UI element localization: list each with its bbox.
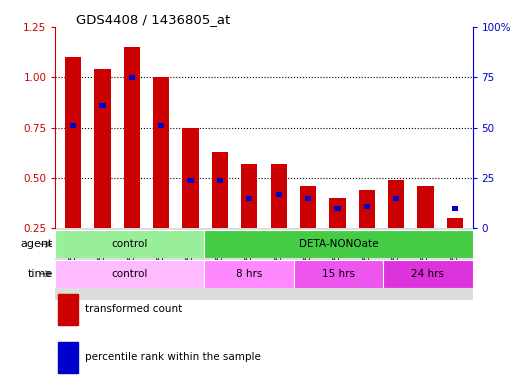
Bar <box>183 127 199 228</box>
Text: agent: agent <box>21 239 53 249</box>
Bar <box>388 180 404 228</box>
Bar <box>187 177 194 183</box>
Bar <box>129 75 135 80</box>
Bar <box>271 164 287 228</box>
Text: 8 hrs: 8 hrs <box>236 269 262 279</box>
Bar <box>58 342 78 373</box>
Bar <box>305 196 311 201</box>
Bar <box>153 77 169 228</box>
Bar <box>294 260 383 288</box>
Bar <box>418 186 433 228</box>
Text: GDS4408 / 1436805_at: GDS4408 / 1436805_at <box>76 13 231 26</box>
Bar <box>364 204 370 209</box>
Bar <box>124 47 140 228</box>
Bar <box>65 57 81 228</box>
Text: 24 hrs: 24 hrs <box>411 269 445 279</box>
Bar <box>55 260 204 288</box>
Bar <box>99 103 106 108</box>
Text: transformed count: transformed count <box>84 304 182 314</box>
Bar <box>300 186 316 228</box>
Bar <box>55 230 204 258</box>
Bar <box>204 260 294 288</box>
Bar <box>334 206 341 211</box>
Text: control: control <box>112 269 148 279</box>
Bar <box>158 123 164 128</box>
Text: DETA-NONOate: DETA-NONOate <box>299 239 378 249</box>
Bar <box>393 196 399 201</box>
Bar <box>329 198 345 228</box>
Bar <box>276 192 282 197</box>
Bar <box>95 69 110 228</box>
Text: 15 hrs: 15 hrs <box>322 269 355 279</box>
Bar <box>70 123 76 128</box>
Bar <box>359 190 375 228</box>
Bar <box>212 152 228 228</box>
Text: percentile rank within the sample: percentile rank within the sample <box>84 352 260 362</box>
Bar <box>246 196 252 201</box>
Text: control: control <box>112 239 148 249</box>
Bar <box>241 164 257 228</box>
Bar <box>383 260 473 288</box>
Bar <box>447 218 463 228</box>
Text: time: time <box>27 269 53 279</box>
Bar <box>452 206 458 211</box>
Bar <box>58 294 78 325</box>
Bar <box>217 177 223 183</box>
Bar <box>204 230 473 258</box>
